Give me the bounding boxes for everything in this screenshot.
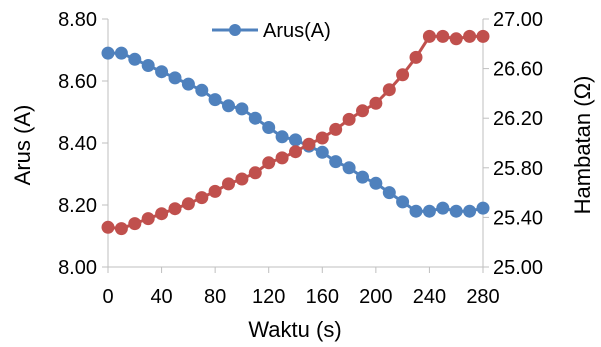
right-y-tick-label: 26.20 [493,108,543,130]
data-point [463,204,477,218]
data-point [235,172,249,186]
series-hambatan [101,29,490,236]
left-y-tick-label: 8.20 [58,195,97,217]
right-y-tick-label: 25.80 [493,158,543,180]
x-tick-label: 120 [252,286,285,308]
legend-marker-arus [229,24,241,36]
data-point [409,50,423,64]
right-y-tick-label: 27.00 [493,9,543,31]
data-point [141,212,155,226]
data-point [382,186,396,200]
data-point [356,170,369,184]
data-point [289,133,302,147]
data-point [155,65,169,79]
right-y-tick-label: 26.60 [493,59,543,81]
left-y-tick-label: 8.00 [58,257,97,279]
data-point [409,204,423,218]
data-point [114,46,128,60]
x-tick-label: 280 [466,286,499,308]
data-point [141,59,155,72]
series-line [107,34,483,231]
data-point [248,166,262,180]
data-point [195,83,209,97]
data-point [315,145,329,159]
x-tick-label: 160 [306,286,339,308]
data-point [262,156,276,170]
data-point [222,99,235,113]
data-point [463,29,477,43]
data-point [114,222,128,236]
data-point [262,121,276,134]
data-point [369,176,383,190]
data-point [422,29,436,43]
data-point [208,93,222,107]
left-y-tick-label: 8.60 [58,71,97,93]
data-point [275,130,289,144]
data-point [356,104,369,118]
data-point [436,201,450,215]
data-point [449,204,463,218]
data-point [101,46,115,60]
data-point [302,137,316,151]
x-tick-label: 40 [150,286,172,308]
x-tick-label: 80 [204,286,226,308]
data-point [101,220,115,234]
right-y-tick-label: 25.40 [493,207,543,229]
legend-label-arus: Arus(A) [263,20,331,42]
data-point [275,151,289,165]
data-point [396,68,410,82]
x-tick-label: 200 [359,286,392,308]
data-point [329,122,343,136]
data-point [248,111,262,125]
right-y-tick-label: 25.00 [493,257,543,279]
data-point [449,32,463,46]
data-point [181,197,195,211]
data-point [369,96,383,110]
data-point [342,112,356,126]
x-tick-label: 0 [102,286,113,308]
data-point [315,131,329,145]
data-point [181,77,195,91]
data-point [168,202,182,216]
data-point [476,201,490,215]
data-point [155,207,169,221]
data-point [128,217,142,231]
left-y-tick-label: 8.80 [58,9,97,31]
data-point [476,29,490,43]
data-point [289,145,302,159]
data-point [396,195,410,209]
data-point [342,161,356,175]
x-tick-label: 240 [413,286,446,308]
series-layer [101,29,490,236]
x-axis-title: Waktu (s) [248,317,341,342]
legend: Arus(A) [212,20,331,42]
data-point [436,29,450,43]
data-point [382,83,396,97]
data-point [195,191,209,205]
left-y-axis-title: Arus (A) [10,105,35,186]
data-point [208,184,222,198]
tick-labels: 8.00 8.20 8.40 8.60 8.80 25.00 25.40 25.80 26.20… [58,9,543,308]
data-point [422,204,436,218]
left-y-tick-label: 8.40 [58,133,97,155]
right-y-axis-title: Hambatan (Ω) [570,76,595,215]
data-point [329,155,343,169]
series-arus [101,46,490,218]
data-point [222,177,235,191]
data-point [235,102,249,116]
data-point [168,71,182,85]
data-point [128,52,142,66]
